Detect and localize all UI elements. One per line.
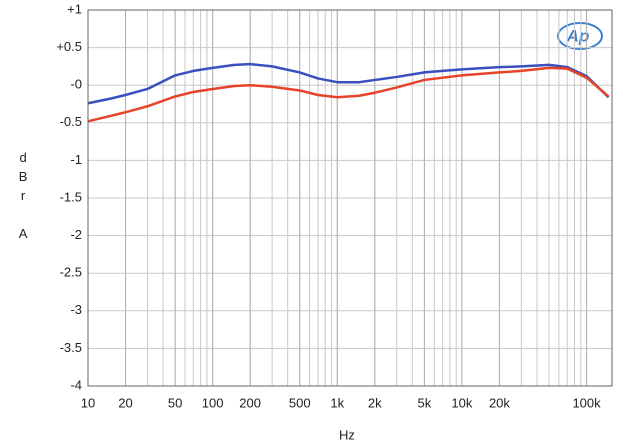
logo: Ap: [566, 26, 590, 45]
y-tick-label: -0.5: [60, 114, 82, 129]
y-tick-label: -0: [70, 77, 82, 92]
y-tick-label: -3.5: [60, 340, 82, 355]
x-tick-label: 10k: [451, 395, 472, 410]
x-tick-label: 100: [202, 395, 224, 410]
series-line: [87, 66, 610, 123]
y-tick-label: -2.5: [60, 265, 82, 280]
y-tick-label: -1: [70, 152, 82, 167]
x-tick-label: 100k: [572, 395, 601, 410]
x-tick-label: 1k: [330, 395, 344, 410]
x-tick-label: 50: [168, 395, 182, 410]
y-tick-label: -3: [70, 302, 82, 317]
x-axis-label: Hz: [339, 427, 355, 442]
y-tick-label: +0.5: [56, 39, 82, 54]
y-tick-label: -1.5: [60, 189, 82, 204]
logo-ring: [557, 22, 603, 50]
x-tick-label: 500: [289, 395, 311, 410]
x-tick-label: 10: [81, 395, 95, 410]
y-tick-label: -2: [70, 227, 82, 242]
series-line: [87, 62, 610, 105]
x-tick-label: 200: [239, 395, 261, 410]
plot-frame: [87, 9, 613, 387]
x-tick-label: 5k: [418, 395, 432, 410]
y-tick-label: +1: [67, 1, 82, 16]
x-tick-label: 20k: [489, 395, 510, 410]
y-tick-label: -4: [70, 377, 82, 392]
y-axis-label: dBr A: [16, 150, 31, 245]
x-tick-label: 2k: [368, 395, 382, 410]
x-tick-label: 20: [118, 395, 132, 410]
